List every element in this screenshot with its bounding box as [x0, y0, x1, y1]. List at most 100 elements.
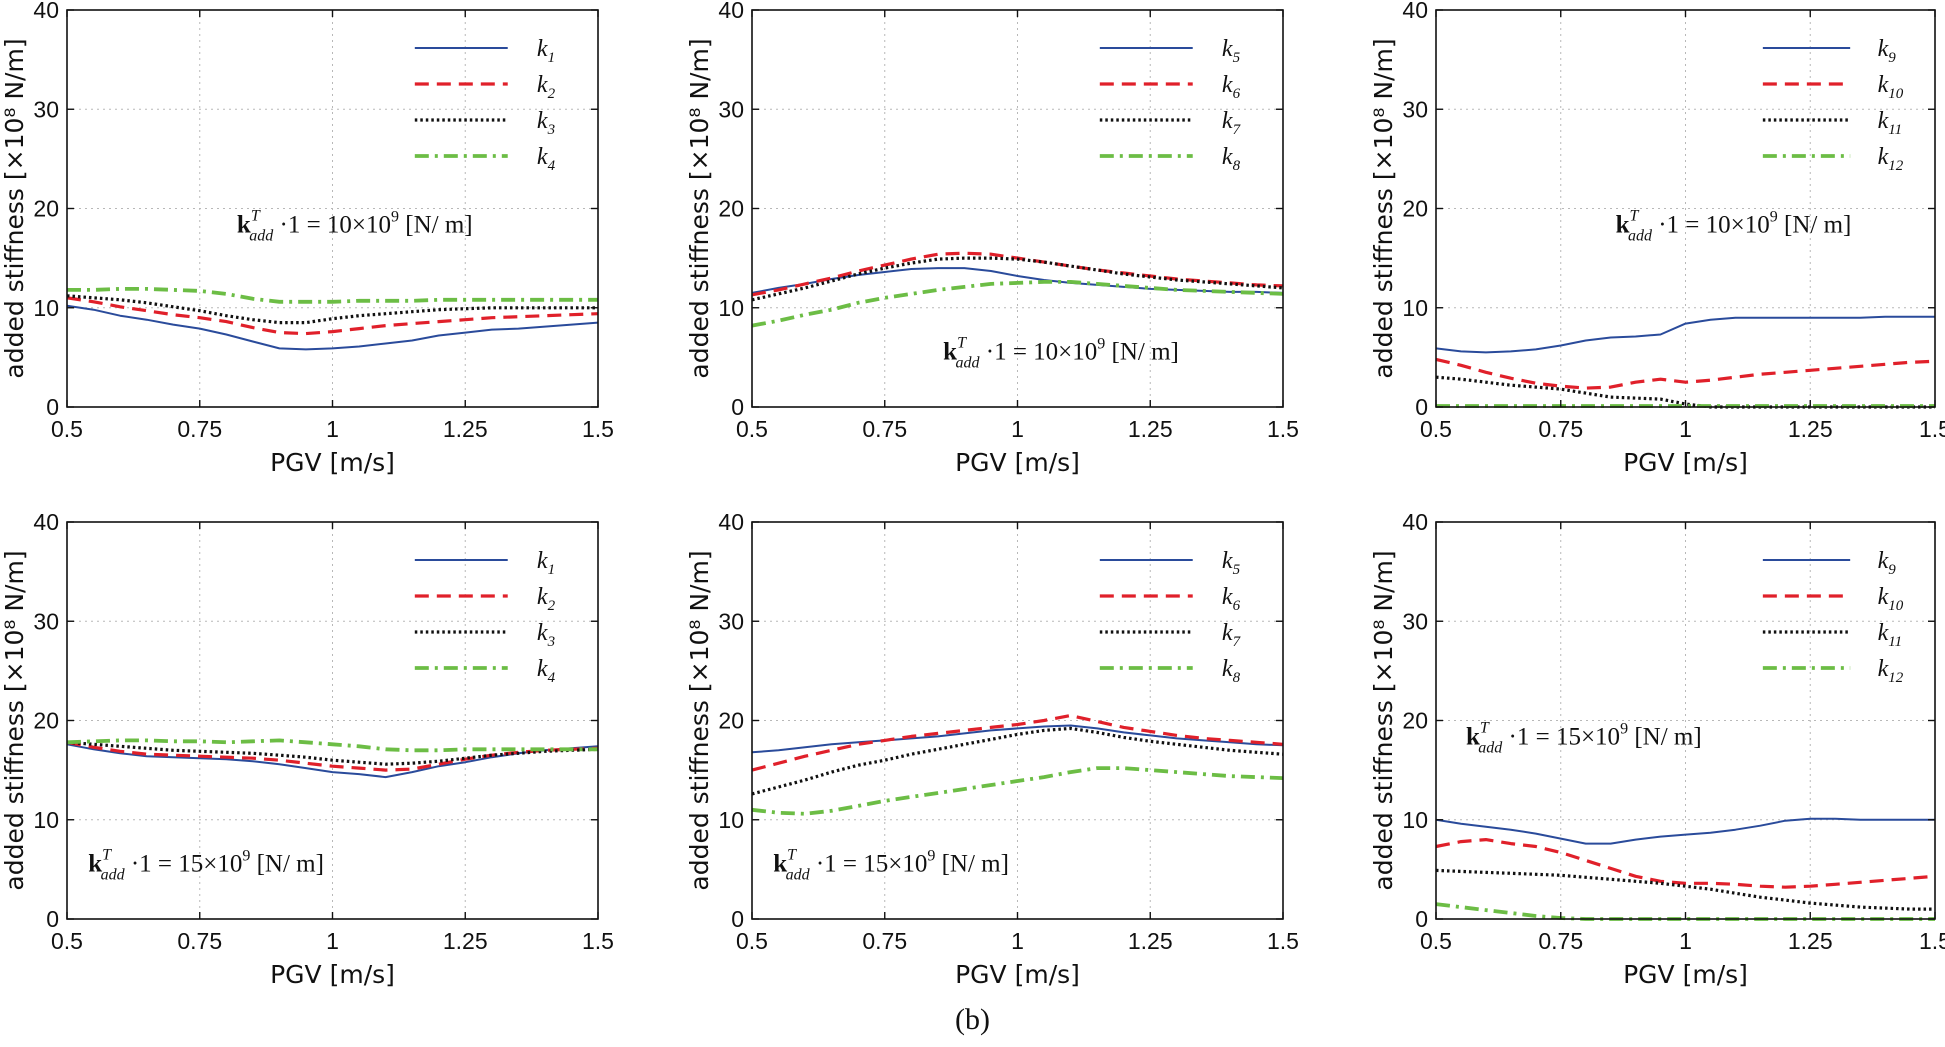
- series-line-k1: [66, 304, 599, 351]
- series-line-k8: [751, 766, 1284, 816]
- legend-label-k12: k12: [1878, 144, 1904, 174]
- y-tick-label: 40: [1402, 0, 1428, 23]
- legend-label-k12: k12: [1878, 656, 1904, 686]
- x-tick-label: 1.25: [443, 416, 488, 442]
- x-tick-label: 1.25: [1128, 928, 1173, 954]
- stiffness-annotation: kT add ·1 = 15×109 [N/ m]: [773, 846, 1009, 883]
- x-axis-label: PGV [m/s]: [270, 448, 395, 477]
- x-tick-label: 0.75: [862, 416, 907, 442]
- series-line-k10: [1435, 357, 1936, 390]
- x-tick-label: 1: [326, 416, 339, 442]
- y-tick-label: 30: [718, 608, 744, 634]
- x-tick-label: 1: [1011, 928, 1024, 954]
- legend-label-k4: k4: [537, 144, 556, 174]
- series-line-k11: [1435, 868, 1935, 911]
- legend-label-k3: k3: [537, 108, 555, 138]
- y-tick-label: 30: [33, 96, 59, 122]
- y-tick-label: 10: [1402, 807, 1428, 833]
- y-tick-label: 10: [1402, 295, 1428, 321]
- x-tick-label: 1.25: [1128, 416, 1173, 442]
- legend-label-k5: k5: [1222, 548, 1241, 578]
- stiffness-annotation: kT add ·1 = 10×109 [N/ m]: [1616, 207, 1852, 244]
- x-tick-label: 1.25: [1788, 416, 1833, 442]
- legend-label-k10: k10: [1878, 584, 1904, 614]
- y-tick-label: 10: [718, 807, 744, 833]
- chart-panel-6: 0.5 0.75 1 1.25 1.5 0 10 20 30 40 PGV [m/s] added s…: [1369, 509, 1945, 989]
- y-tick-label: 20: [33, 196, 59, 222]
- x-tick-label: 0.75: [1538, 416, 1583, 442]
- y-tick-label: 20: [33, 708, 59, 734]
- series-line-k4: [66, 738, 598, 753]
- stiffness-annotation: kT add ·1 = 10×109 [N/ m]: [237, 207, 473, 244]
- x-axis-label: PGV [m/s]: [1623, 448, 1748, 477]
- y-axis-label: added stiffness [×10⁸ N/m]: [1369, 550, 1398, 890]
- x-tick-label: 0.5: [1420, 416, 1452, 442]
- chart-panel-5: 0.5 0.75 1 1.25 1.5 0 10 20 30 40 PGV [m/s] added s…: [685, 509, 1299, 989]
- series-line-k8: [751, 279, 1284, 328]
- x-tick-label: 1: [1679, 416, 1692, 442]
- y-tick-label: 20: [718, 196, 744, 222]
- series-line-k9: [1435, 817, 1935, 845]
- legend-label-k11: k11: [1878, 620, 1903, 650]
- x-tick-label: 0.75: [177, 416, 222, 442]
- series-line-k2: [66, 296, 599, 336]
- x-tick-label: 1.5: [582, 416, 614, 442]
- legend-label-k11: k11: [1878, 108, 1903, 138]
- y-tick-label: 40: [33, 509, 59, 535]
- legend-label-k9: k9: [1878, 548, 1897, 578]
- stiffness-annotation: kT add ·1 = 15×109 [N/ m]: [88, 846, 324, 883]
- x-tick-label: 1.25: [1788, 928, 1833, 954]
- x-tick-label: 0.75: [177, 928, 222, 954]
- x-tick-label: 0.5: [736, 928, 768, 954]
- chart-panel-3: 0.5 0.75 1 1.25 1.5 0 10 20 30 40 PGV [m/s] added s…: [1369, 0, 1945, 477]
- y-tick-label: 30: [718, 96, 744, 122]
- legend-label-k7: k7: [1222, 108, 1242, 138]
- x-tick-label: 0.75: [1538, 928, 1583, 954]
- y-tick-label: 0: [46, 906, 59, 932]
- x-tick-label: 0.5: [736, 416, 768, 442]
- legend-label-k2: k2: [537, 72, 556, 102]
- y-tick-label: 20: [1402, 196, 1428, 222]
- legend-label-k5: k5: [1222, 36, 1241, 66]
- legend-label-k1: k1: [537, 548, 555, 578]
- y-axis-label: added stiffness [×10⁸ N/m]: [0, 38, 29, 378]
- legend-label-k7: k7: [1222, 620, 1242, 650]
- y-axis-label: added stiffness [×10⁸ N/m]: [0, 550, 29, 890]
- legend-label-k6: k6: [1222, 584, 1241, 614]
- legend-label-k2: k2: [537, 584, 556, 614]
- y-tick-label: 0: [1415, 906, 1428, 932]
- y-tick-label: 30: [1402, 96, 1428, 122]
- series-line-k6: [751, 713, 1284, 772]
- y-tick-label: 40: [718, 509, 744, 535]
- series-line-k10: [1435, 837, 1936, 889]
- legend-label-k6: k6: [1222, 72, 1241, 102]
- y-tick-label: 0: [731, 394, 744, 420]
- y-tick-label: 10: [718, 295, 744, 321]
- legend-label-k9: k9: [1878, 36, 1897, 66]
- chart-panel-4: 0.5 0.75 1 1.25 1.5 0 10 20 30 40 PGV [m/s] added s…: [0, 509, 614, 989]
- y-tick-label: 30: [33, 608, 59, 634]
- series-line-k3: [66, 294, 598, 325]
- legend-label-k8: k8: [1222, 656, 1241, 686]
- y-tick-label: 10: [33, 295, 59, 321]
- series-line-k3: [66, 740, 599, 766]
- series-line-k5: [751, 724, 1284, 754]
- x-tick-label: 1.25: [443, 928, 488, 954]
- y-tick-label: 0: [46, 394, 59, 420]
- x-tick-label: 1.5: [582, 928, 614, 954]
- x-axis-label: PGV [m/s]: [955, 960, 1080, 989]
- x-tick-label: 1.5: [1919, 416, 1945, 442]
- y-tick-label: 20: [1402, 708, 1428, 734]
- x-axis-label: PGV [m/s]: [955, 448, 1080, 477]
- x-tick-label: 1.5: [1919, 928, 1945, 954]
- x-axis-label: PGV [m/s]: [1623, 960, 1748, 989]
- legend-label-k8: k8: [1222, 144, 1241, 174]
- x-tick-label: 0.5: [51, 416, 83, 442]
- series-line-k4: [67, 286, 598, 304]
- x-tick-label: 1.5: [1267, 928, 1299, 954]
- y-tick-label: 30: [1402, 608, 1428, 634]
- stiffness-annotation: kT add ·1 = 15×109 [N/ m]: [1466, 719, 1702, 756]
- x-axis-label: PGV [m/s]: [270, 960, 395, 989]
- chart-panel-1: 0.5 0.75 1 1.25 1.5 0 10 20 30 40 PGV [m/s] added s…: [0, 0, 614, 477]
